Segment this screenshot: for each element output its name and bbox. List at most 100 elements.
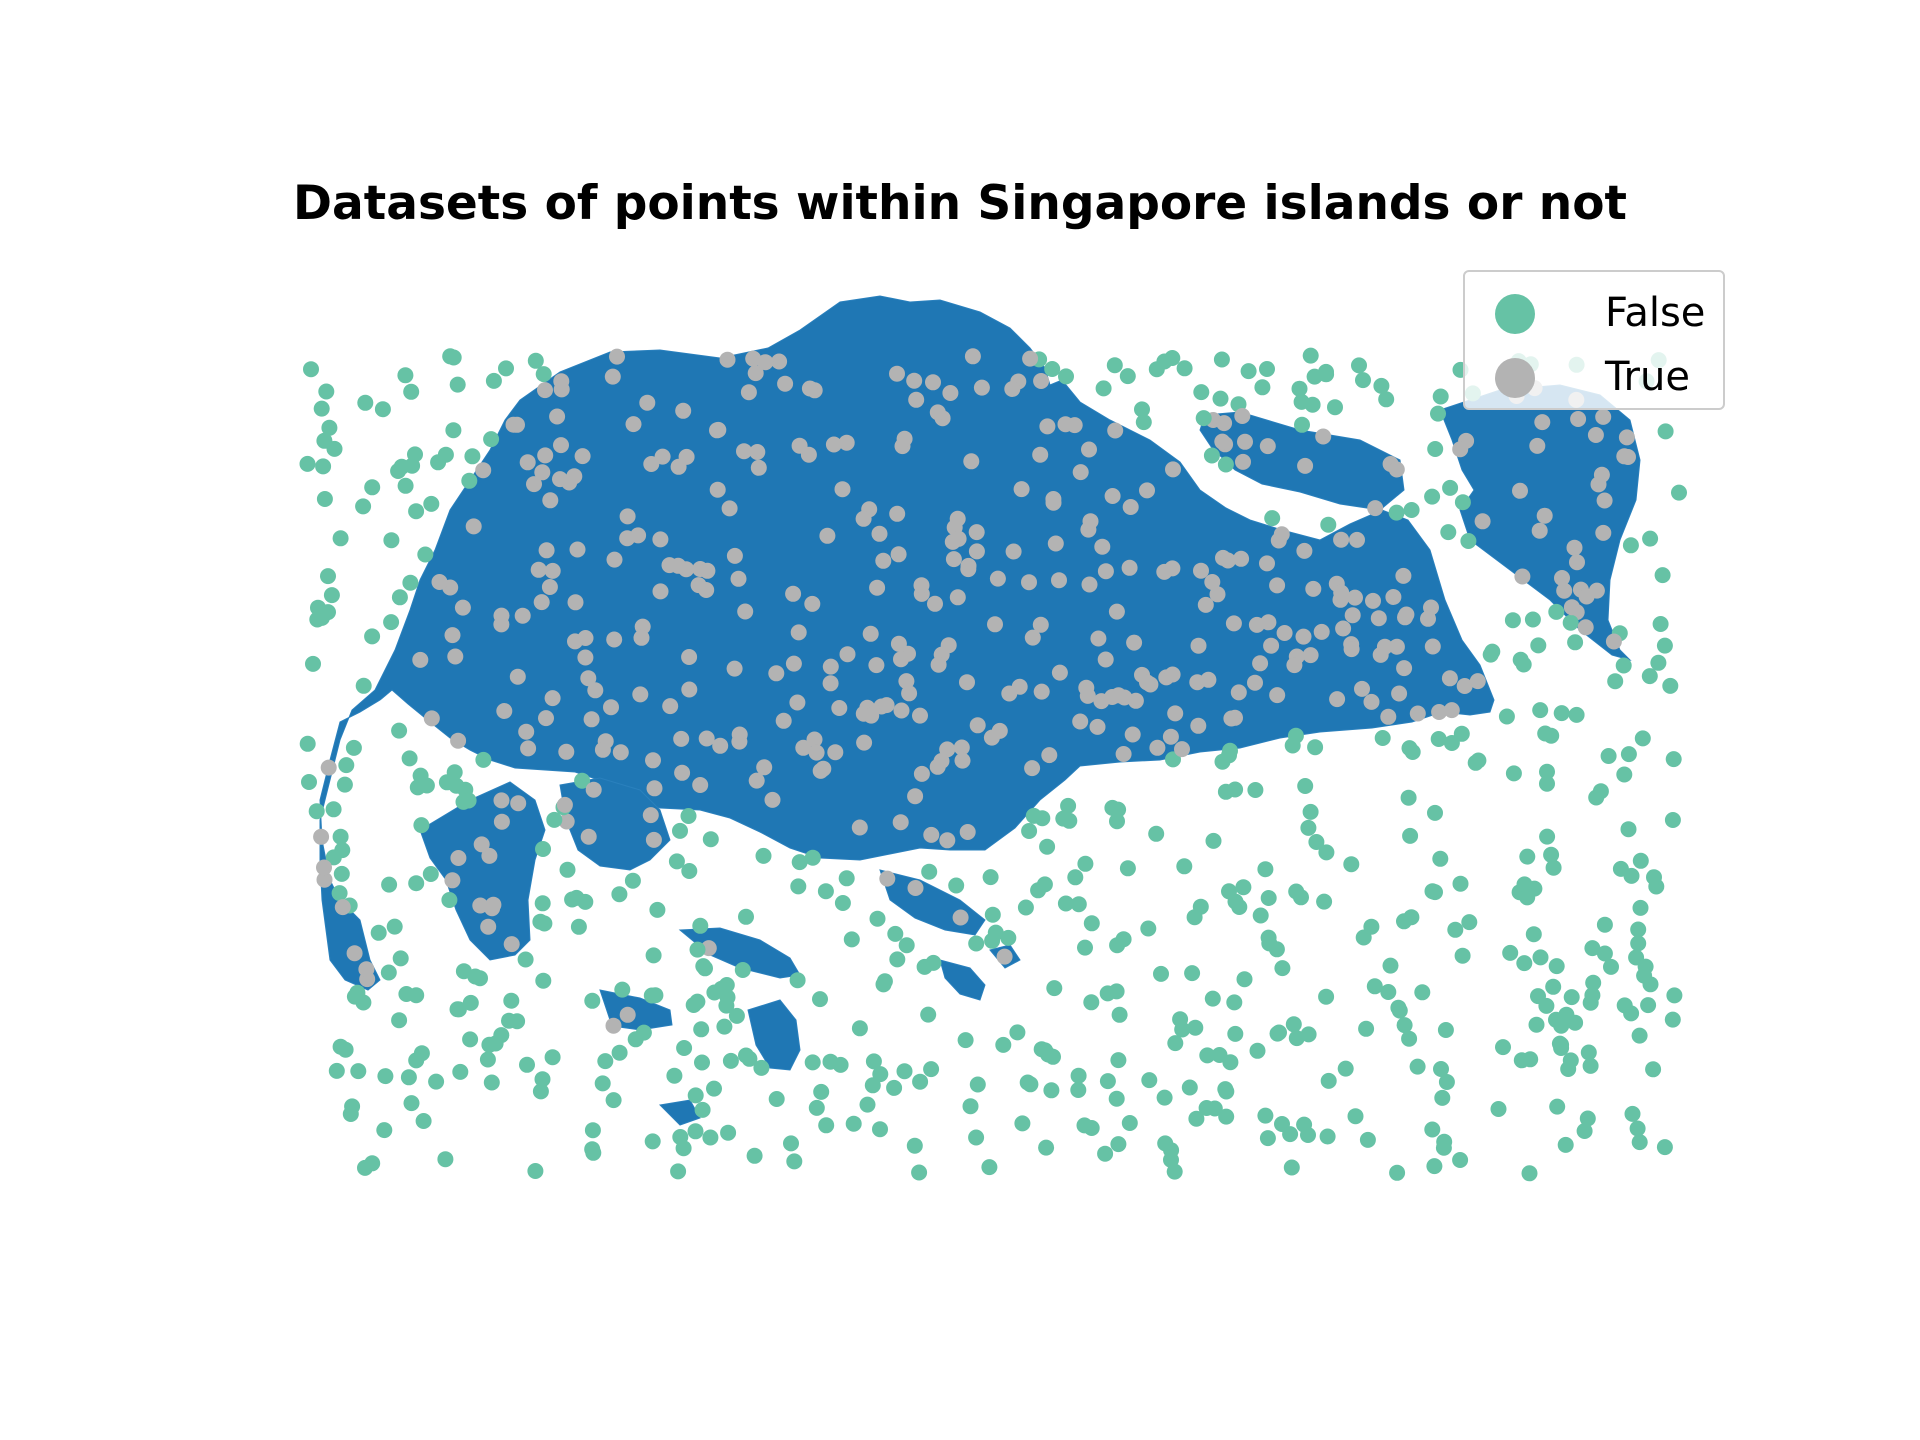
- point-true: [785, 655, 802, 672]
- point-false: [1634, 730, 1651, 747]
- point-false: [982, 869, 999, 886]
- point-true: [639, 394, 656, 411]
- point-true: [633, 629, 650, 646]
- point-true: [661, 557, 678, 574]
- point-false: [1083, 915, 1100, 932]
- point-true: [750, 459, 767, 476]
- point-false: [1014, 1115, 1031, 1132]
- point-false: [1070, 1082, 1087, 1098]
- point-false: [1440, 524, 1457, 541]
- point-false: [1235, 879, 1252, 896]
- point-false: [681, 863, 698, 879]
- point-true: [871, 525, 888, 542]
- point-true: [1295, 628, 1312, 645]
- point-true: [1376, 638, 1393, 655]
- point-false: [316, 491, 333, 507]
- point-true: [1367, 500, 1384, 517]
- point-false: [647, 987, 664, 1004]
- point-true: [346, 945, 363, 962]
- point-false: [791, 854, 808, 871]
- point-true: [893, 702, 910, 719]
- point-true: [334, 899, 351, 916]
- point-false: [1134, 401, 1150, 418]
- point-false: [1297, 778, 1314, 794]
- point-false: [331, 885, 348, 902]
- point-true: [719, 351, 736, 368]
- point-false: [1282, 1126, 1299, 1143]
- point-true: [709, 481, 726, 498]
- point-false: [1424, 488, 1441, 505]
- point-true: [1605, 633, 1622, 650]
- point-true: [594, 741, 611, 758]
- point-true: [1354, 680, 1370, 697]
- point-true: [444, 627, 461, 644]
- point-false: [1268, 941, 1285, 958]
- point-false: [1528, 1016, 1545, 1033]
- point-true: [1380, 708, 1397, 725]
- point-false: [1211, 1047, 1228, 1063]
- point-true: [493, 813, 510, 830]
- point-true: [804, 595, 821, 612]
- point-false: [1205, 832, 1222, 849]
- point-false: [1515, 656, 1532, 673]
- point-true: [1045, 494, 1062, 511]
- point-false: [1521, 1165, 1538, 1182]
- point-false: [1176, 360, 1193, 377]
- point-true: [475, 462, 492, 479]
- point-true: [1097, 651, 1114, 668]
- point-true: [577, 649, 594, 666]
- point-false: [479, 1051, 496, 1068]
- point-false: [1254, 379, 1271, 396]
- point-false: [734, 962, 751, 978]
- point-true: [556, 796, 573, 813]
- point-false: [342, 1106, 359, 1122]
- point-false: [336, 776, 353, 793]
- point-false: [364, 479, 381, 496]
- point-false: [1584, 987, 1601, 1004]
- point-true: [1024, 629, 1041, 646]
- point-true: [940, 637, 957, 654]
- point-true: [585, 781, 602, 798]
- point-false: [666, 1067, 683, 1084]
- point-true: [1225, 615, 1242, 632]
- point-false: [1657, 423, 1674, 440]
- point-false: [1454, 494, 1471, 511]
- point-true: [465, 518, 482, 535]
- point-false: [1603, 958, 1619, 975]
- point-false: [577, 893, 594, 910]
- point-true: [801, 380, 818, 397]
- point-false: [1095, 380, 1112, 397]
- point-false: [1553, 1017, 1570, 1034]
- point-false: [1218, 1108, 1235, 1125]
- point-false: [876, 973, 893, 990]
- point-true: [567, 594, 584, 611]
- point-false: [906, 1137, 923, 1154]
- point-true: [1230, 684, 1247, 701]
- point-true: [989, 570, 1006, 587]
- point-false: [1519, 889, 1536, 906]
- point-false: [1199, 1047, 1216, 1064]
- point-true: [1097, 563, 1114, 580]
- point-false: [1363, 918, 1380, 935]
- point-false: [1495, 1039, 1511, 1056]
- point-true: [1220, 552, 1236, 569]
- point-false: [462, 1031, 479, 1048]
- point-false: [1083, 994, 1100, 1011]
- point-true: [892, 814, 909, 831]
- point-true: [789, 694, 806, 711]
- point-false: [318, 383, 335, 400]
- legend: False True: [1463, 270, 1725, 410]
- point-false: [1249, 1042, 1266, 1059]
- point-true: [1127, 692, 1144, 709]
- point-true: [1276, 625, 1293, 641]
- point-false: [574, 772, 591, 789]
- point-false: [1632, 899, 1649, 916]
- point-false: [694, 1054, 710, 1071]
- point-true: [1388, 461, 1405, 478]
- point-false: [817, 883, 834, 900]
- point-false: [1624, 1105, 1641, 1122]
- point-true: [510, 795, 527, 812]
- point-true: [969, 717, 986, 734]
- point-false: [1164, 350, 1181, 366]
- point-true: [316, 859, 332, 876]
